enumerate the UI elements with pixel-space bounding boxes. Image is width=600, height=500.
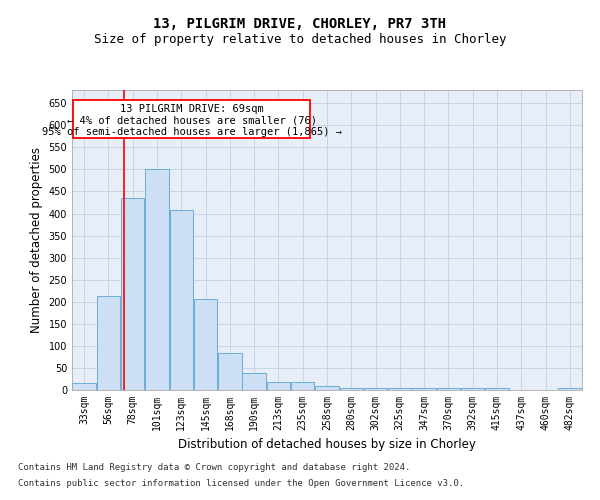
Bar — [291, 382, 314, 390]
X-axis label: Distribution of detached houses by size in Chorley: Distribution of detached houses by size … — [178, 438, 476, 452]
Y-axis label: Number of detached properties: Number of detached properties — [30, 147, 43, 333]
Text: ← 4% of detached houses are smaller (76): ← 4% of detached houses are smaller (76) — [67, 116, 317, 126]
Bar — [315, 386, 339, 390]
Bar — [364, 388, 388, 390]
Bar — [242, 373, 266, 390]
Bar — [145, 168, 169, 390]
Text: 13, PILGRIM DRIVE, CHORLEY, PR7 3TH: 13, PILGRIM DRIVE, CHORLEY, PR7 3TH — [154, 18, 446, 32]
Bar — [558, 388, 581, 390]
Bar — [388, 388, 412, 390]
Text: 13 PILGRIM DRIVE: 69sqm: 13 PILGRIM DRIVE: 69sqm — [120, 104, 263, 114]
Bar — [437, 388, 460, 390]
Bar — [485, 388, 509, 390]
Text: Contains public sector information licensed under the Open Government Licence v3: Contains public sector information licen… — [18, 478, 464, 488]
Bar — [218, 352, 242, 390]
Text: Contains HM Land Registry data © Crown copyright and database right 2024.: Contains HM Land Registry data © Crown c… — [18, 464, 410, 472]
Bar — [340, 388, 363, 390]
Bar — [194, 298, 217, 390]
Bar — [461, 388, 484, 390]
Bar — [412, 388, 436, 390]
Bar — [73, 384, 96, 390]
Bar — [121, 198, 145, 390]
Bar — [170, 210, 193, 390]
Bar — [266, 382, 290, 390]
Bar — [97, 296, 120, 390]
Text: Size of property relative to detached houses in Chorley: Size of property relative to detached ho… — [94, 32, 506, 46]
Text: 95% of semi-detached houses are larger (1,865) →: 95% of semi-detached houses are larger (… — [41, 127, 341, 137]
FancyBboxPatch shape — [73, 100, 310, 138]
